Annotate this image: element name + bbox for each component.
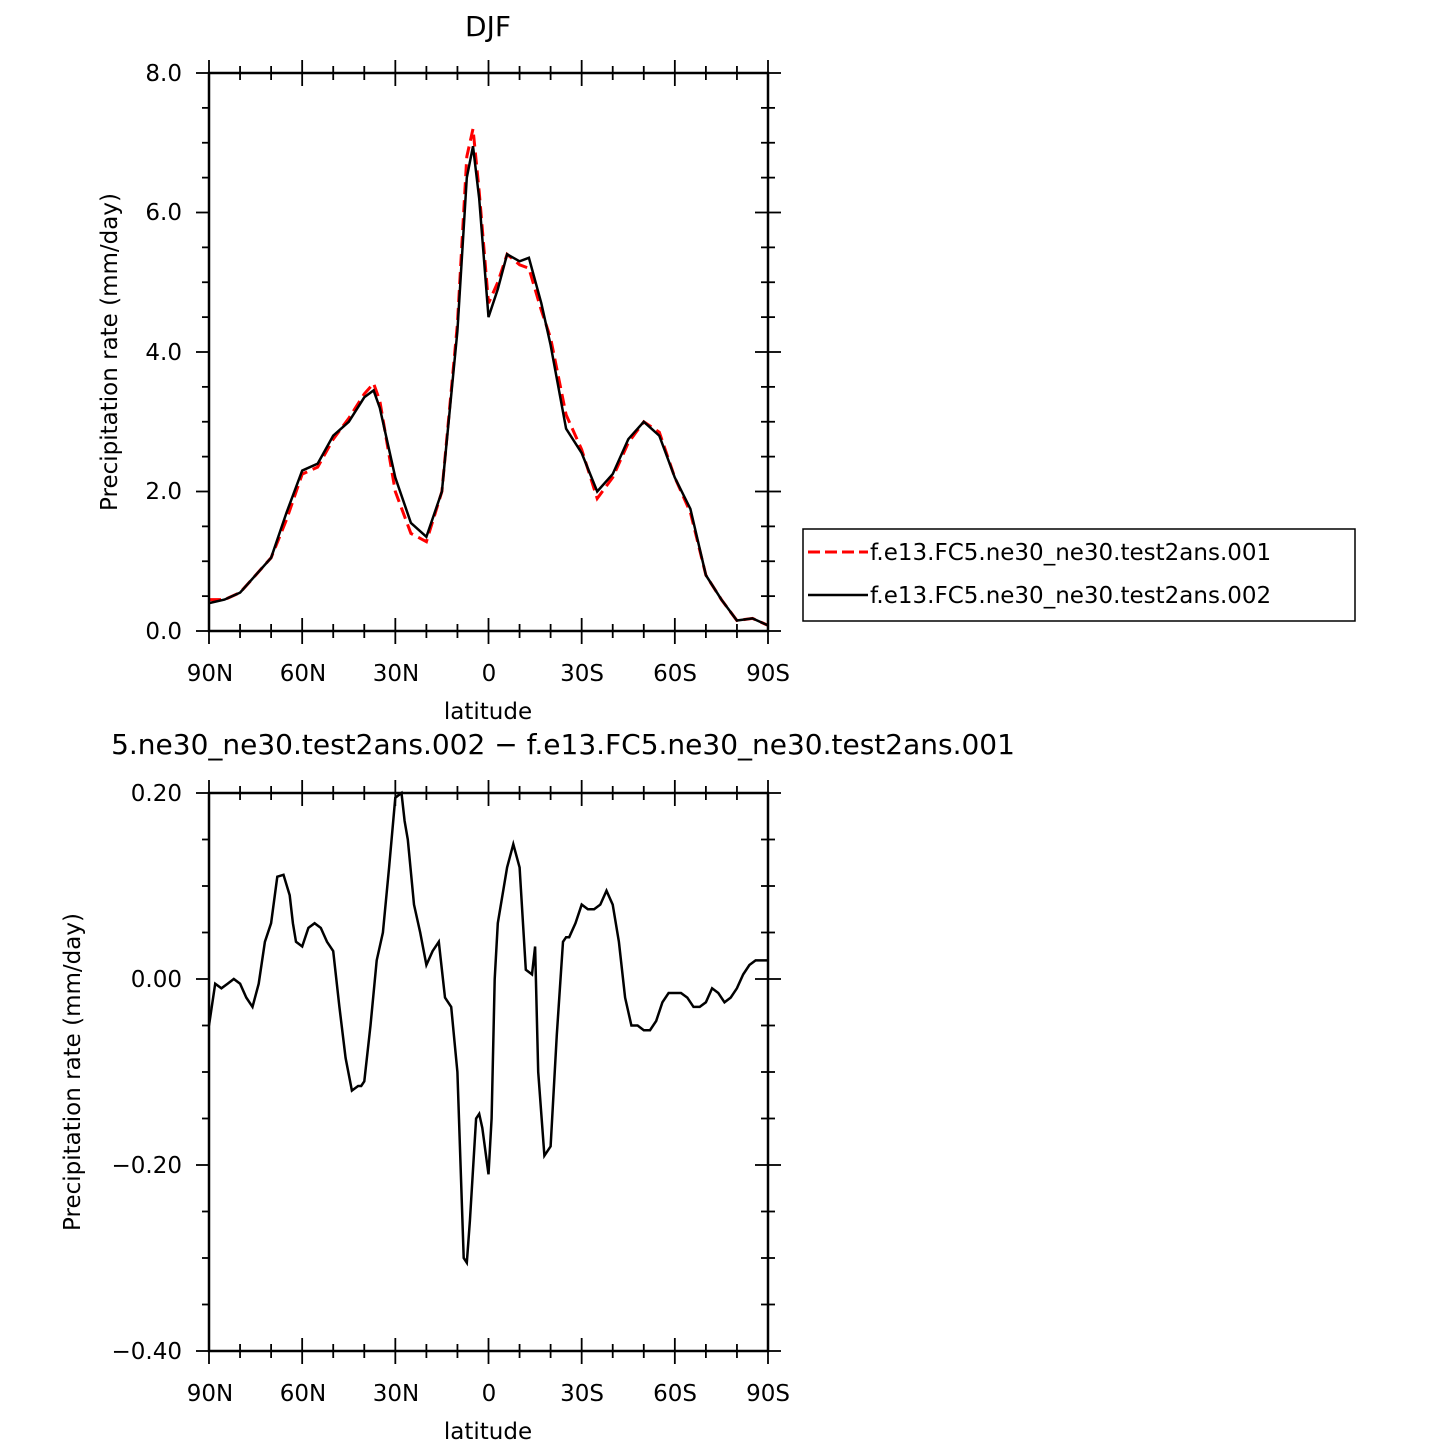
- legend-entry-001: f.e13.FC5.ne30_ne30.test2ans.001: [870, 540, 1271, 566]
- top-x-tick-label: 90S: [746, 661, 790, 687]
- top-x-tick-label: 30S: [560, 661, 604, 687]
- top-y-tick-label: 4.0: [145, 340, 182, 366]
- bottom-panel: 5.ne30_ne30.test2ans.002 − f.e13.FC5.ne3…: [60, 728, 1015, 1445]
- top-x-tick-label: 60S: [653, 661, 697, 687]
- top-y-tick-labels: 0.0 2.0 4.0 6.0 8.0: [145, 61, 182, 645]
- top-y-tick-label: 2.0: [145, 479, 182, 505]
- top-x-tick-label: 60N: [280, 661, 326, 687]
- top-x-tick-label: 0: [482, 661, 497, 687]
- top-x-axis-title: latitude: [444, 699, 532, 725]
- bottom-x-tick-label: 0: [482, 1381, 497, 1407]
- top-y-tick-label: 8.0: [145, 61, 182, 87]
- bottom-y-tick-label: −0.40: [112, 1339, 182, 1365]
- top-x-tick-labels: 90N 60N 30N 0 30S 60S 90S: [187, 661, 790, 687]
- difference-line: [207, 790, 768, 1267]
- bottom-panel-title: 5.ne30_ne30.test2ans.002 − f.e13.FC5.ne3…: [111, 728, 1015, 761]
- bottom-x-tick-label: 30S: [560, 1381, 604, 1407]
- bottom-y-tick-labels: −0.40 −0.20 0.00 0.20: [112, 781, 182, 1365]
- top-x-tick-label: 90N: [187, 661, 233, 687]
- series-001-line: [209, 128, 769, 627]
- bottom-x-axis-title: latitude: [444, 1419, 532, 1445]
- top-x-tick-label: 30N: [373, 661, 419, 687]
- bottom-x-tick-label: 30N: [373, 1381, 419, 1407]
- bottom-tick-marks: [196, 780, 781, 1364]
- bottom-y-axis-title: Precipitation rate (mm/day): [60, 913, 86, 1231]
- series-002-line: [208, 145, 769, 627]
- legend-box: [802, 528, 1356, 622]
- bottom-y-tick-label: −0.20: [112, 1153, 182, 1179]
- top-plot-frame: [207, 71, 770, 633]
- bottom-plot-frame: [207, 791, 770, 1353]
- legend-entry-002: f.e13.FC5.ne30_ne30.test2ans.002: [870, 583, 1271, 609]
- bottom-x-tick-label: 60N: [280, 1381, 326, 1407]
- bottom-x-tick-label: 90N: [187, 1381, 233, 1407]
- top-y-axis-title: Precipitation rate (mm/day): [97, 193, 123, 511]
- top-y-tick-label: 0.0: [145, 619, 182, 645]
- bottom-y-tick-label: 0.20: [131, 781, 182, 807]
- top-panel: DJF 0.0 2.0 4.0 6.0 8.0 90N 60N 30N 0 30…: [97, 10, 1356, 725]
- top-tick-marks: [196, 60, 781, 644]
- bottom-x-tick-label: 60S: [653, 1381, 697, 1407]
- top-y-tick-label: 6.0: [145, 200, 182, 226]
- top-panel-title: DJF: [465, 10, 511, 43]
- bottom-y-tick-label: 0.00: [131, 967, 182, 993]
- legend: f.e13.FC5.ne30_ne30.test2ans.001 f.e13.F…: [802, 528, 1356, 622]
- bottom-x-tick-label: 90S: [746, 1381, 790, 1407]
- bottom-x-tick-labels: 90N 60N 30N 0 30S 60S 90S: [187, 1381, 790, 1407]
